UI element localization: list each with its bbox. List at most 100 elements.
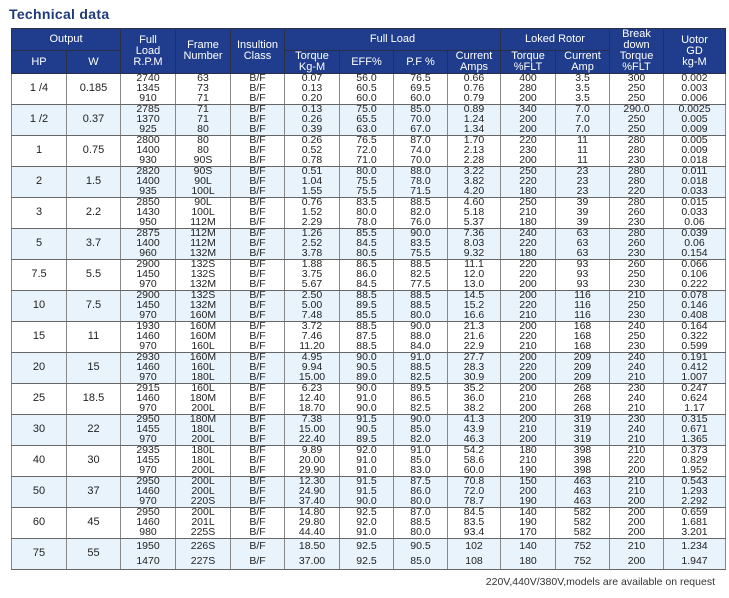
rpm-cell: 1470 (120, 554, 176, 570)
hp-cell: 75 (11, 538, 67, 570)
header-rpm: Full Load R.P.M (120, 28, 176, 74)
lr-torque-cell: 170 (500, 527, 557, 539)
torque-cell: 18.50 (284, 538, 340, 554)
table-row: 1345 73 B/F 0.13 60.5 69.5 0.76 280 3.5 250 0.003 (12, 83, 727, 94)
current-cell: 1.34 (446, 124, 502, 136)
gd-cell: 0.018 (663, 155, 727, 167)
gd-cell: 0.005 (663, 135, 727, 146)
gd-cell: 0.191 (663, 352, 727, 363)
hp-cell: 15 (11, 321, 67, 353)
frame-cell: 226S (175, 538, 231, 554)
w-cell: 18.5 (66, 383, 121, 415)
current-cell: 93.4 (446, 527, 502, 539)
hp-cell: 40 (11, 445, 67, 477)
gd-cell: 0.624 (663, 393, 727, 404)
insulation-cell: B/F (230, 538, 285, 554)
table-row: 1 /2 0.37 2785 71 B/F 0.13 75.0 85.0 0.89 340 7.0 2… (11, 104, 727, 136)
current-cell: 5.37 (446, 217, 502, 229)
w-cell: 7.5 (66, 290, 121, 322)
hp-cell: 1 /4 (11, 73, 67, 105)
header-full-load: Full Load (283, 28, 502, 51)
current-cell: 21.6 (446, 331, 502, 342)
table-row: 50 37 2950 200L B/F 12.30 91.5 87.5 70.8 150 463 21… (11, 476, 727, 508)
w-cell: 55 (66, 538, 121, 570)
table-row: 15 11 1930 160M B/F 3.72 88.5 90.0 21.3 200 168 240… (11, 321, 727, 353)
lr-current-cell: 752 (555, 554, 611, 570)
current-cell: 35.2 (446, 383, 502, 394)
header-breakdown: Break down Torque %FLT (609, 28, 665, 74)
lr-torque-cell: 140 (500, 538, 557, 554)
current-cell: 11.1 (446, 259, 502, 270)
w-cell: 5.5 (66, 259, 121, 291)
current-cell: 21.3 (446, 321, 502, 332)
hp-cell: 3 (11, 197, 67, 229)
current-cell: 8.03 (446, 238, 502, 249)
footnote: 220V,440V/380V,models are available on r… (485, 576, 715, 588)
current-cell: 83.5 (446, 517, 502, 528)
current-cell: 108 (446, 554, 502, 570)
gd-cell: 0.0025 (663, 104, 727, 115)
current-cell: 102 (446, 538, 502, 554)
table-row: 1370 71 B/F 0.26 65.5 70.0 1.24 200 7.0 250 0.005 (12, 114, 727, 125)
current-cell: 7.36 (446, 228, 502, 239)
current-cell: 1.24 (446, 114, 502, 125)
table-row: 950 112M B/F 2.29 78.0 76.0 5.37 180 39 230 0.06 (12, 217, 727, 229)
gd-cell: 0.06 (663, 217, 727, 229)
current-cell: 1.70 (446, 135, 502, 146)
table-row: 1450 132S B/F 3.75 86.0 82.5 12.0 220 93 250 0.106 (12, 269, 727, 280)
table-row: 5 3.7 2875 112M B/F 1.26 85.5 90.0 7.36 240 63 280 0… (11, 228, 727, 260)
gd-cell: 3.201 (663, 527, 727, 539)
table-row: 1460 201L B/F 29.80 92.0 88.5 83.5 190 582 200 1.6… (12, 517, 727, 528)
current-cell: 58.6 (446, 455, 502, 466)
table-row: 1470 227S B/F 37.00 92.5 85.0 108 180 752 200 1.94… (12, 554, 727, 570)
table-row: 1450 132M B/F 5.00 89.5 88.5 15.2 220 116 250 0.14… (12, 300, 727, 311)
current-cell: 0.66 (446, 73, 502, 84)
table-row: 970 220S B/F 37.40 90.0 80.0 78.7 190 463 200 2.29… (12, 496, 727, 508)
table-row: 910 71 B/F 0.20 60.0 60.0 0.79 200 3.5 250 0.006 (12, 93, 727, 105)
header-gd: Uotor GD kg-M (663, 28, 727, 74)
table-row: 970 200L B/F 22.40 89.5 82.0 46.3 200 319 210 1.36… (12, 434, 727, 446)
table-row: 1460 200L B/F 24.90 91.5 86.0 72.0 200 463 210 1.2… (12, 486, 727, 497)
torque-cell: 37.00 (284, 554, 340, 570)
rpm-cell: 1950 (120, 538, 176, 554)
breakdown-torque-cell: 200 (609, 527, 665, 539)
table-row: 1400 112M B/F 2.52 84.5 83.5 8.03 220 63 260 0.06 (12, 238, 727, 249)
table-row: 980 225S B/F 44.40 91.0 80.0 93.4 170 582 200 3.20… (12, 527, 727, 539)
hp-cell: 50 (11, 476, 67, 508)
gd-cell: 0.322 (663, 331, 727, 342)
header-eff: EFF% (339, 50, 394, 74)
hp-cell: 1 (11, 135, 67, 167)
table-row: 1455 180L B/F 15.00 90.5 85.0 43.9 210 319 240 0.6… (12, 424, 727, 435)
gd-cell: 1.681 (663, 517, 727, 528)
current-cell: 3.82 (446, 176, 502, 187)
gd-cell: 0.247 (663, 383, 727, 394)
gd-cell: 0.018 (663, 176, 727, 187)
gd-cell: 0.066 (663, 259, 727, 270)
hp-cell: 60 (11, 507, 67, 539)
current-cell: 28.3 (446, 362, 502, 373)
hp-cell: 1 /2 (11, 104, 67, 136)
current-cell: 41.3 (446, 414, 502, 425)
table-body: 1 /4 0.185 2740 63 B/F 0.07 56.0 76.5 0.66 400 3.5… (11, 73, 727, 570)
w-cell: 0.75 (66, 135, 121, 167)
current-cell: 84.5 (446, 507, 502, 518)
table-row: 925 80 B/F 0.39 63.0 67.0 1.34 200 7.0 250 0.009 (12, 124, 727, 136)
w-cell: 45 (66, 507, 121, 539)
gd-cell: 0.671 (663, 424, 727, 435)
hp-cell: 25 (11, 383, 67, 415)
gd-cell: 0.829 (663, 455, 727, 466)
current-cell: 3.22 (446, 166, 502, 177)
w-cell: 37 (66, 476, 121, 508)
eff-cell: 92.5 (339, 554, 394, 570)
hp-cell: 10 (11, 290, 67, 322)
gd-cell: 0.011 (663, 166, 727, 177)
hp-cell: 7.5 (11, 259, 67, 291)
breakdown-torque-cell: 210 (609, 538, 665, 554)
table-row: 1455 180L B/F 20.00 91.0 85.0 58.6 210 398 220 0.8… (12, 455, 727, 466)
gd-cell: 1.234 (663, 538, 727, 554)
gd-cell: 0.315 (663, 414, 727, 425)
table-row: 2 1.5 2820 90S B/F 0.51 80.0 88.0 3.22 250 23 280 0.… (11, 166, 727, 198)
current-cell: 43.9 (446, 424, 502, 435)
w-cell: 22 (66, 414, 121, 446)
table-row: 60 45 2950 200L B/F 14.80 92.5 87.0 84.5 140 582 20… (11, 507, 727, 539)
